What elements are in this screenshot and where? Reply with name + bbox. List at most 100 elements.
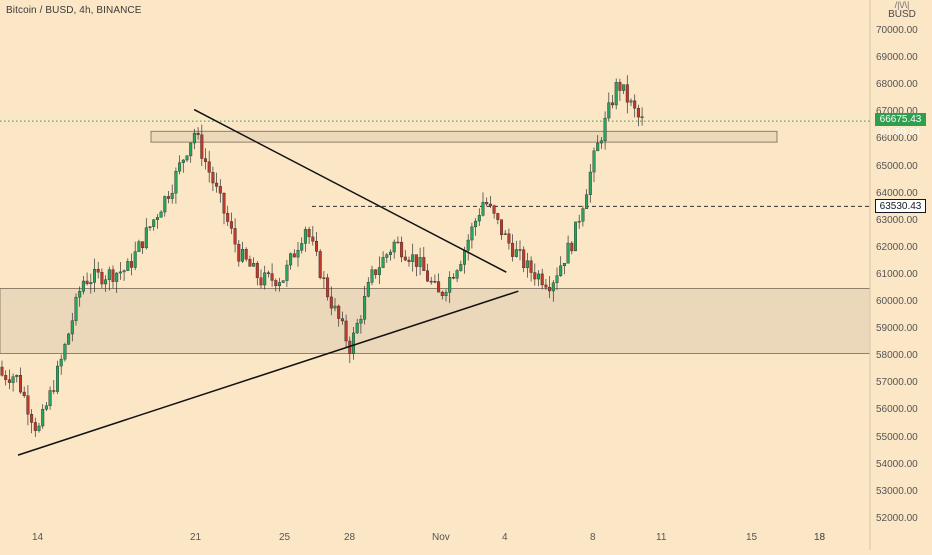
candle-body [470, 226, 474, 241]
candle-body [122, 270, 126, 273]
candle-body [78, 291, 82, 298]
candle-body [70, 320, 74, 335]
candle-body [496, 213, 500, 220]
candle-body [26, 395, 30, 415]
candle-body [56, 365, 60, 392]
candle-body [30, 414, 34, 423]
candle-body [488, 203, 492, 206]
candle-body [322, 277, 326, 279]
candle-body [363, 296, 367, 320]
candle-body [418, 257, 422, 267]
candle-body [555, 275, 559, 284]
candle-body [19, 375, 23, 393]
descending-trendline [193, 108, 507, 273]
candle-body [374, 269, 378, 275]
candle-body [429, 280, 433, 283]
candle-body [229, 221, 233, 229]
candle-body [570, 242, 574, 252]
candle-body [633, 100, 637, 109]
candle-body [252, 263, 256, 267]
time-tick-label: 28 [344, 532, 356, 543]
price-tick-label: 65000.00 [876, 160, 918, 172]
candle-body [74, 296, 78, 321]
candle-body [522, 249, 526, 268]
candle-body [4, 375, 8, 380]
candle-body [340, 318, 344, 322]
candle-body [629, 100, 633, 103]
candle-body [111, 269, 115, 282]
candle-body [518, 249, 522, 251]
candle-body [92, 268, 96, 283]
candle-body [411, 254, 415, 262]
candle-body [292, 253, 296, 258]
candle-body [185, 155, 189, 161]
candle-body [148, 226, 152, 228]
candle-body [381, 257, 385, 268]
price-tick-label: 64000.00 [876, 187, 918, 199]
candle-body [481, 202, 485, 216]
candle-body [548, 287, 552, 292]
price-tick-label: 67000.00 [876, 106, 918, 118]
candle-body [618, 82, 622, 91]
candle-body [67, 333, 71, 345]
candle-body [41, 409, 45, 427]
candle-body [222, 192, 226, 214]
candle-body [426, 270, 430, 282]
resistance-zone [150, 130, 778, 143]
price-tick-label: 53000.00 [876, 485, 918, 497]
price-tick-label: 57000.00 [876, 377, 918, 389]
candle-body [385, 254, 389, 258]
candle-body [492, 205, 496, 214]
candle-body [396, 241, 400, 244]
candle-body [459, 264, 463, 271]
candle-body [592, 150, 596, 173]
marked-level-tag: 63530.43 [875, 199, 926, 213]
candle-body [152, 219, 156, 227]
candle-body [189, 142, 193, 157]
candle-body [11, 376, 15, 383]
candle-body [366, 282, 370, 297]
candle-body [137, 241, 141, 252]
time-tick-label: 21 [190, 532, 202, 543]
candle-body [551, 282, 555, 292]
current-price-value: 66675.43 [879, 114, 922, 125]
price-tick-label: 69000.00 [876, 52, 918, 64]
candle-body [15, 375, 19, 377]
support-zone [0, 288, 871, 354]
candle-body [104, 279, 108, 285]
time-tick-label: 15 [746, 532, 758, 543]
candle-body [422, 257, 426, 271]
candle-body [337, 305, 341, 319]
candle-body [636, 107, 640, 118]
candle-body [181, 159, 185, 163]
candle-body [315, 240, 319, 252]
candle-body [392, 241, 396, 253]
price-tick-label: 56000.00 [876, 404, 918, 416]
candle-body [455, 270, 459, 279]
price-tick-label: 68000.00 [876, 79, 918, 91]
candle-body [574, 221, 578, 252]
candle-body [507, 233, 511, 244]
candle-body [577, 220, 581, 223]
candle-body [44, 405, 48, 410]
time-tick-label: 25 [279, 532, 291, 543]
time-tick-label: 18 [814, 532, 826, 543]
candle-body [451, 277, 455, 279]
candle-body [463, 250, 467, 265]
candle-body [215, 182, 219, 187]
price-tick-label: 52000.00 [876, 512, 918, 524]
candle-body [511, 242, 515, 257]
candle-body [544, 284, 548, 288]
candle-body [466, 239, 470, 251]
price-tick-label: 59000.00 [876, 323, 918, 335]
candle-body [96, 268, 100, 273]
candle-body [614, 82, 618, 106]
price-tick-label: 60000.00 [876, 296, 918, 307]
candle-body [514, 249, 518, 257]
candle-body [611, 102, 615, 106]
candle-body [0, 366, 4, 376]
time-tick-label: Nov [432, 532, 450, 543]
